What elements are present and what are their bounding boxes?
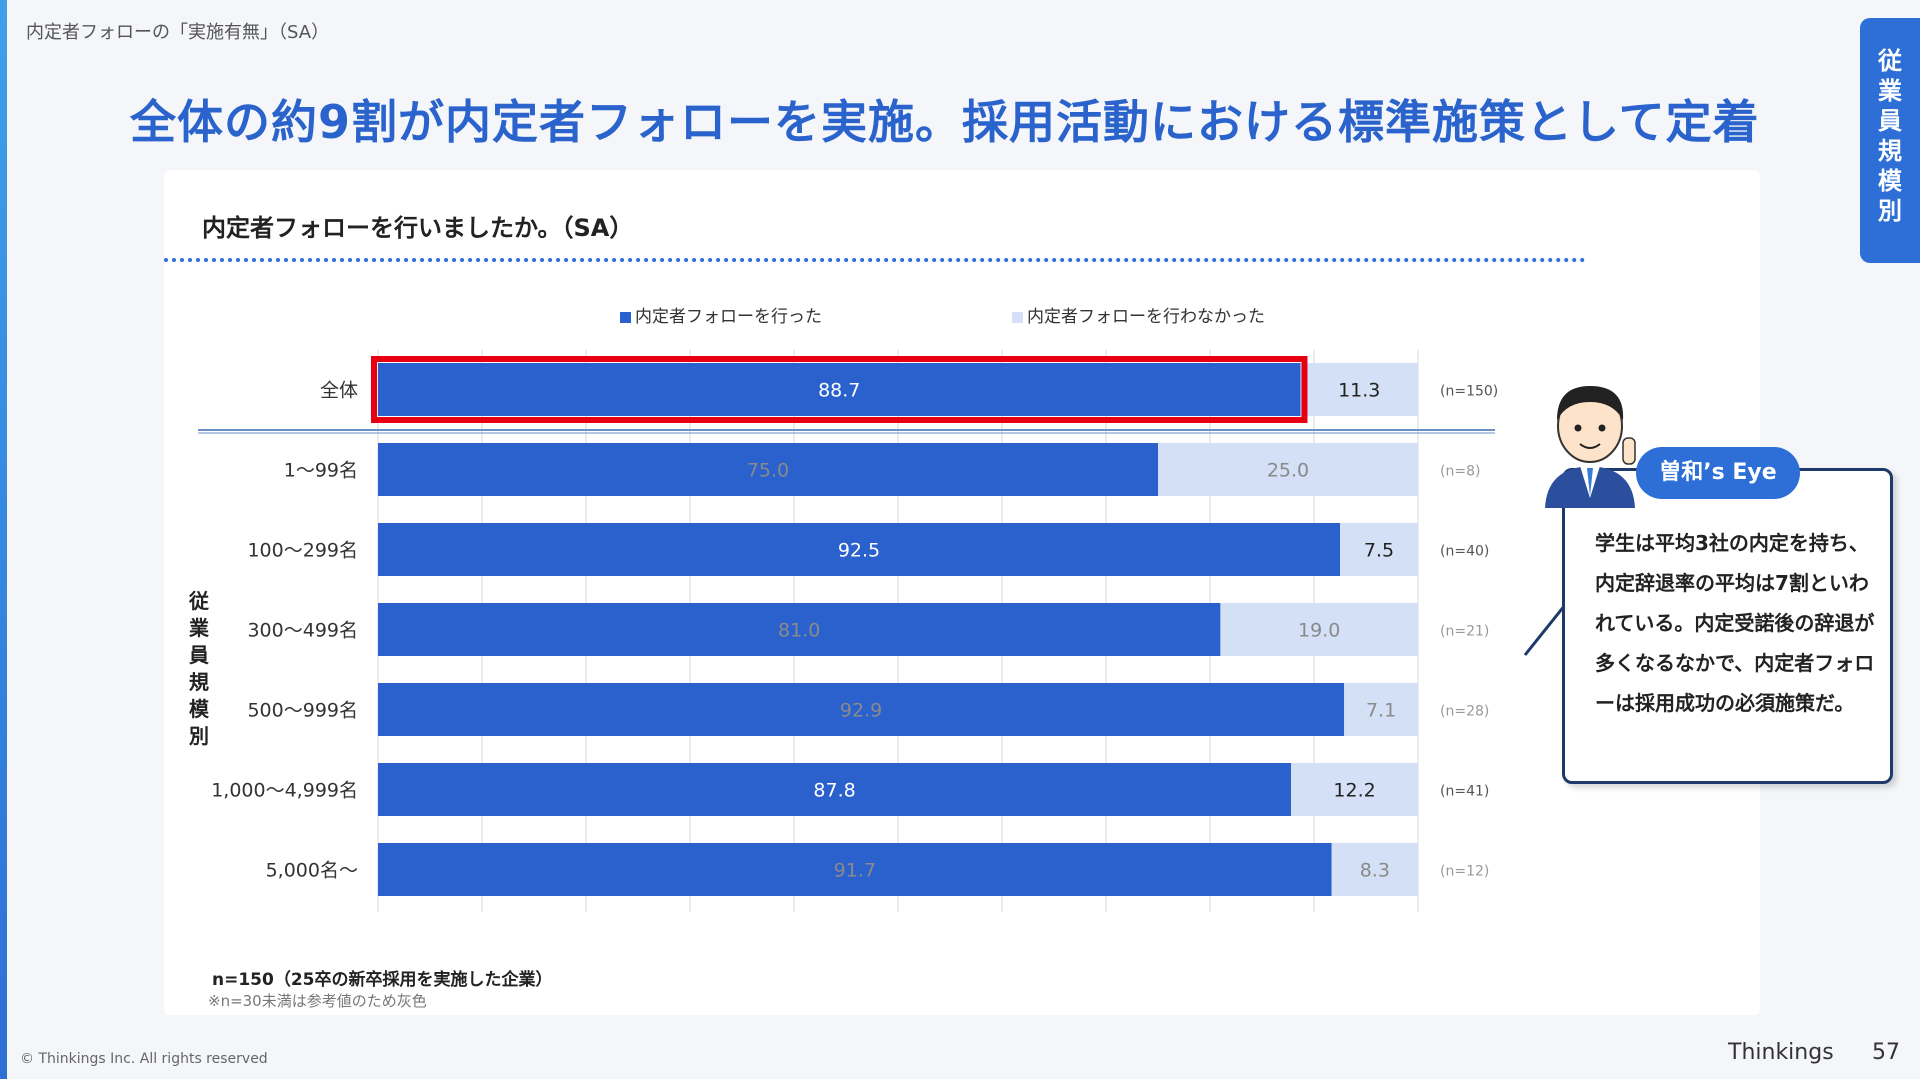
bar-followed — [378, 843, 1332, 896]
category-label: 1〜99名 — [284, 460, 358, 482]
data-label-followed: 75.0 — [747, 460, 789, 482]
data-label-not-followed: 19.0 — [1298, 620, 1340, 642]
sample-size-label: (n=28) — [1440, 704, 1489, 720]
data-label-followed: 92.9 — [840, 700, 882, 722]
gray-reference-note: ※n=30未満は参考値のため灰色 — [208, 992, 427, 1010]
category-label: 300〜499名 — [247, 620, 358, 642]
data-label-followed: 92.5 — [838, 540, 880, 562]
brand-name: Thinkings — [1728, 1040, 1834, 1065]
category-label: 100〜299名 — [247, 540, 358, 562]
data-label-followed: 88.7 — [818, 380, 860, 402]
sample-size-label: (n=150) — [1440, 384, 1498, 400]
bar-followed — [378, 363, 1301, 416]
sample-note: n=150（25卒の新卒採用を実施した企業） — [212, 970, 553, 990]
bar-not-followed — [1158, 443, 1418, 496]
legend-swatch-followed — [620, 311, 631, 323]
data-label-not-followed: 7.5 — [1364, 540, 1394, 562]
chart-question-title: 内定者フォローを行いましたか。（SA） — [202, 214, 634, 242]
page-number: 57 — [1872, 1040, 1900, 1065]
copyright: © Thinkings Inc. All rights reserved — [20, 1051, 268, 1067]
data-label-followed: 87.8 — [813, 780, 855, 802]
dotted-divider — [164, 258, 1586, 262]
bar-followed — [378, 603, 1221, 656]
left-accent-strip — [0, 0, 7, 1079]
sample-size-label: (n=41) — [1440, 784, 1489, 800]
callout-box: 学生は平均3社の内定を持ち、内定辞退率の平均は7割といわれている。内定受諾後の辞… — [1562, 468, 1893, 784]
bar-followed — [378, 443, 1158, 496]
side-tab[interactable]: 従業員規模別 — [1860, 18, 1920, 263]
sample-size-label: (n=8) — [1440, 464, 1480, 480]
category-label: 500〜999名 — [247, 700, 358, 722]
bar-not-followed — [1300, 363, 1418, 416]
y-group-label: 従業員規模別 — [189, 589, 209, 748]
legend-item-followed: 内定者フォローを行った — [620, 302, 822, 327]
sample-size-label: (n=40) — [1440, 544, 1489, 560]
data-label-not-followed: 25.0 — [1267, 460, 1309, 482]
sample-size-label: (n=21) — [1440, 624, 1489, 640]
bar-not-followed — [1220, 603, 1418, 656]
callout-badge: 曽和’s Eye — [1636, 447, 1800, 499]
legend-swatch-not-followed — [1012, 311, 1023, 323]
bar-not-followed — [1331, 843, 1418, 896]
data-label-not-followed: 8.3 — [1360, 860, 1390, 882]
page-headline: 全体の約9割が内定者フォローを実施。採用活動における標準施策として定着 — [130, 95, 1760, 149]
sample-size-label: (n=12) — [1440, 864, 1489, 880]
data-label-not-followed: 12.2 — [1333, 780, 1375, 802]
bar-followed — [378, 763, 1292, 816]
bar-not-followed — [1291, 763, 1418, 816]
data-label-followed: 91.7 — [834, 860, 876, 882]
category-label: 1,000〜4,999名 — [211, 780, 358, 802]
category-label: 全体 — [320, 380, 358, 402]
legend-label-followed: 内定者フォローを行った — [635, 307, 822, 327]
data-label-not-followed: 7.1 — [1366, 700, 1396, 722]
callout-text: 学生は平均3社の内定を持ち、内定辞退率の平均は7割といわれている。内定受諾後の辞… — [1595, 531, 1875, 715]
legend-label-not-followed: 内定者フォローを行わなかった — [1027, 307, 1265, 327]
highlight-frame — [371, 356, 1308, 423]
data-label-not-followed: 11.3 — [1338, 380, 1380, 402]
bar-not-followed — [1340, 523, 1418, 576]
data-label-followed: 81.0 — [778, 620, 820, 642]
bar-followed — [378, 683, 1345, 736]
breadcrumb: 内定者フォローの「実施有無」（SA） — [26, 22, 330, 43]
category-label: 5,000名〜 — [266, 860, 358, 882]
advisor-avatar-icon — [1545, 386, 1636, 508]
legend-item-not-followed: 内定者フォローを行わなかった — [1012, 302, 1265, 327]
bar-followed — [378, 523, 1340, 576]
side-tab-label: 従業員規模別 — [1878, 47, 1902, 225]
bar-not-followed — [1344, 683, 1418, 736]
